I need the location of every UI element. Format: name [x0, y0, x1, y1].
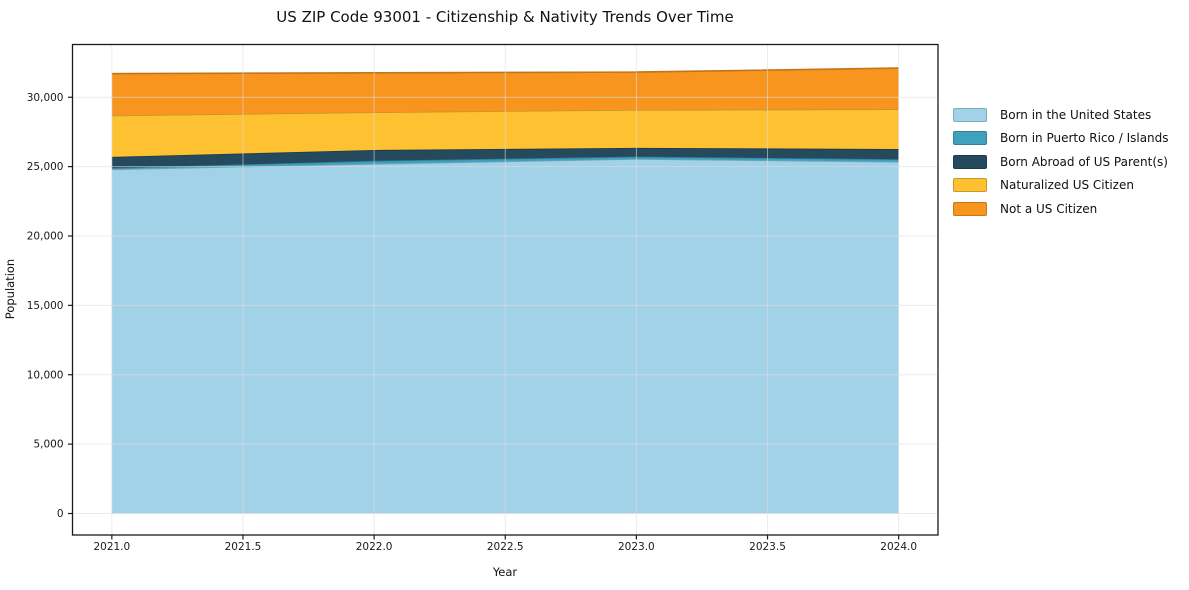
y-tick-label: 30,000	[27, 92, 64, 104]
legend-item: Born in the United States	[953, 108, 1169, 122]
legend-label: Not a US Citizen	[1000, 201, 1098, 216]
legend-item: Naturalized US Citizen	[953, 178, 1169, 193]
legend-swatch-born-in-us	[953, 108, 987, 122]
legend-item: Born Abroad of US Parent(s)	[953, 154, 1169, 169]
x-tick-label: 2021.0	[93, 541, 130, 553]
x-tick-label: 2023.5	[749, 541, 786, 553]
y-tick-label: 15,000	[27, 300, 64, 312]
legend-swatch-not-citizen	[953, 201, 987, 216]
legend-swatch-born-in-puerto-rico	[953, 131, 987, 146]
legend-label: Born Abroad of US Parent(s)	[1000, 154, 1168, 169]
y-tick-label: 25,000	[27, 161, 64, 173]
y-tick-label: 10,000	[27, 369, 64, 381]
y-tick-label: 0	[57, 508, 64, 520]
legend-swatch-born-abroad	[953, 154, 987, 169]
x-axis-label: Year	[492, 565, 518, 579]
x-tick-label: 2023.0	[618, 541, 655, 553]
legend-label: Naturalized US Citizen	[1000, 178, 1134, 193]
legend-item: Not a US Citizen	[953, 201, 1169, 216]
y-axis-label: Population	[3, 258, 17, 320]
axis-ticks	[68, 96, 900, 540]
gridlines	[72, 44, 938, 535]
legend-label: Born in Puerto Rico / Islands	[1000, 131, 1169, 146]
legend: Born in the United States Born in Puerto…	[953, 108, 1169, 225]
x-tick-label: 2021.5	[225, 541, 262, 553]
y-tick-label: 5,000	[33, 439, 63, 451]
chart-title: US ZIP Code 93001 - Citizenship & Nativi…	[276, 8, 734, 26]
tick-labels: 2021.0 2021.5 2022.0 2022.5 2023.0 2023.5 2024…	[27, 92, 917, 553]
y-tick-label: 20,000	[27, 231, 64, 243]
legend-label: Born in the United States	[1000, 108, 1152, 122]
legend-item: Born in Puerto Rico / Islands	[953, 131, 1169, 146]
x-tick-label: 2022.0	[356, 541, 393, 553]
x-tick-label: 2022.5	[487, 541, 524, 553]
legend-swatch-naturalized	[953, 178, 987, 193]
x-tick-label: 2024.0	[880, 541, 917, 553]
